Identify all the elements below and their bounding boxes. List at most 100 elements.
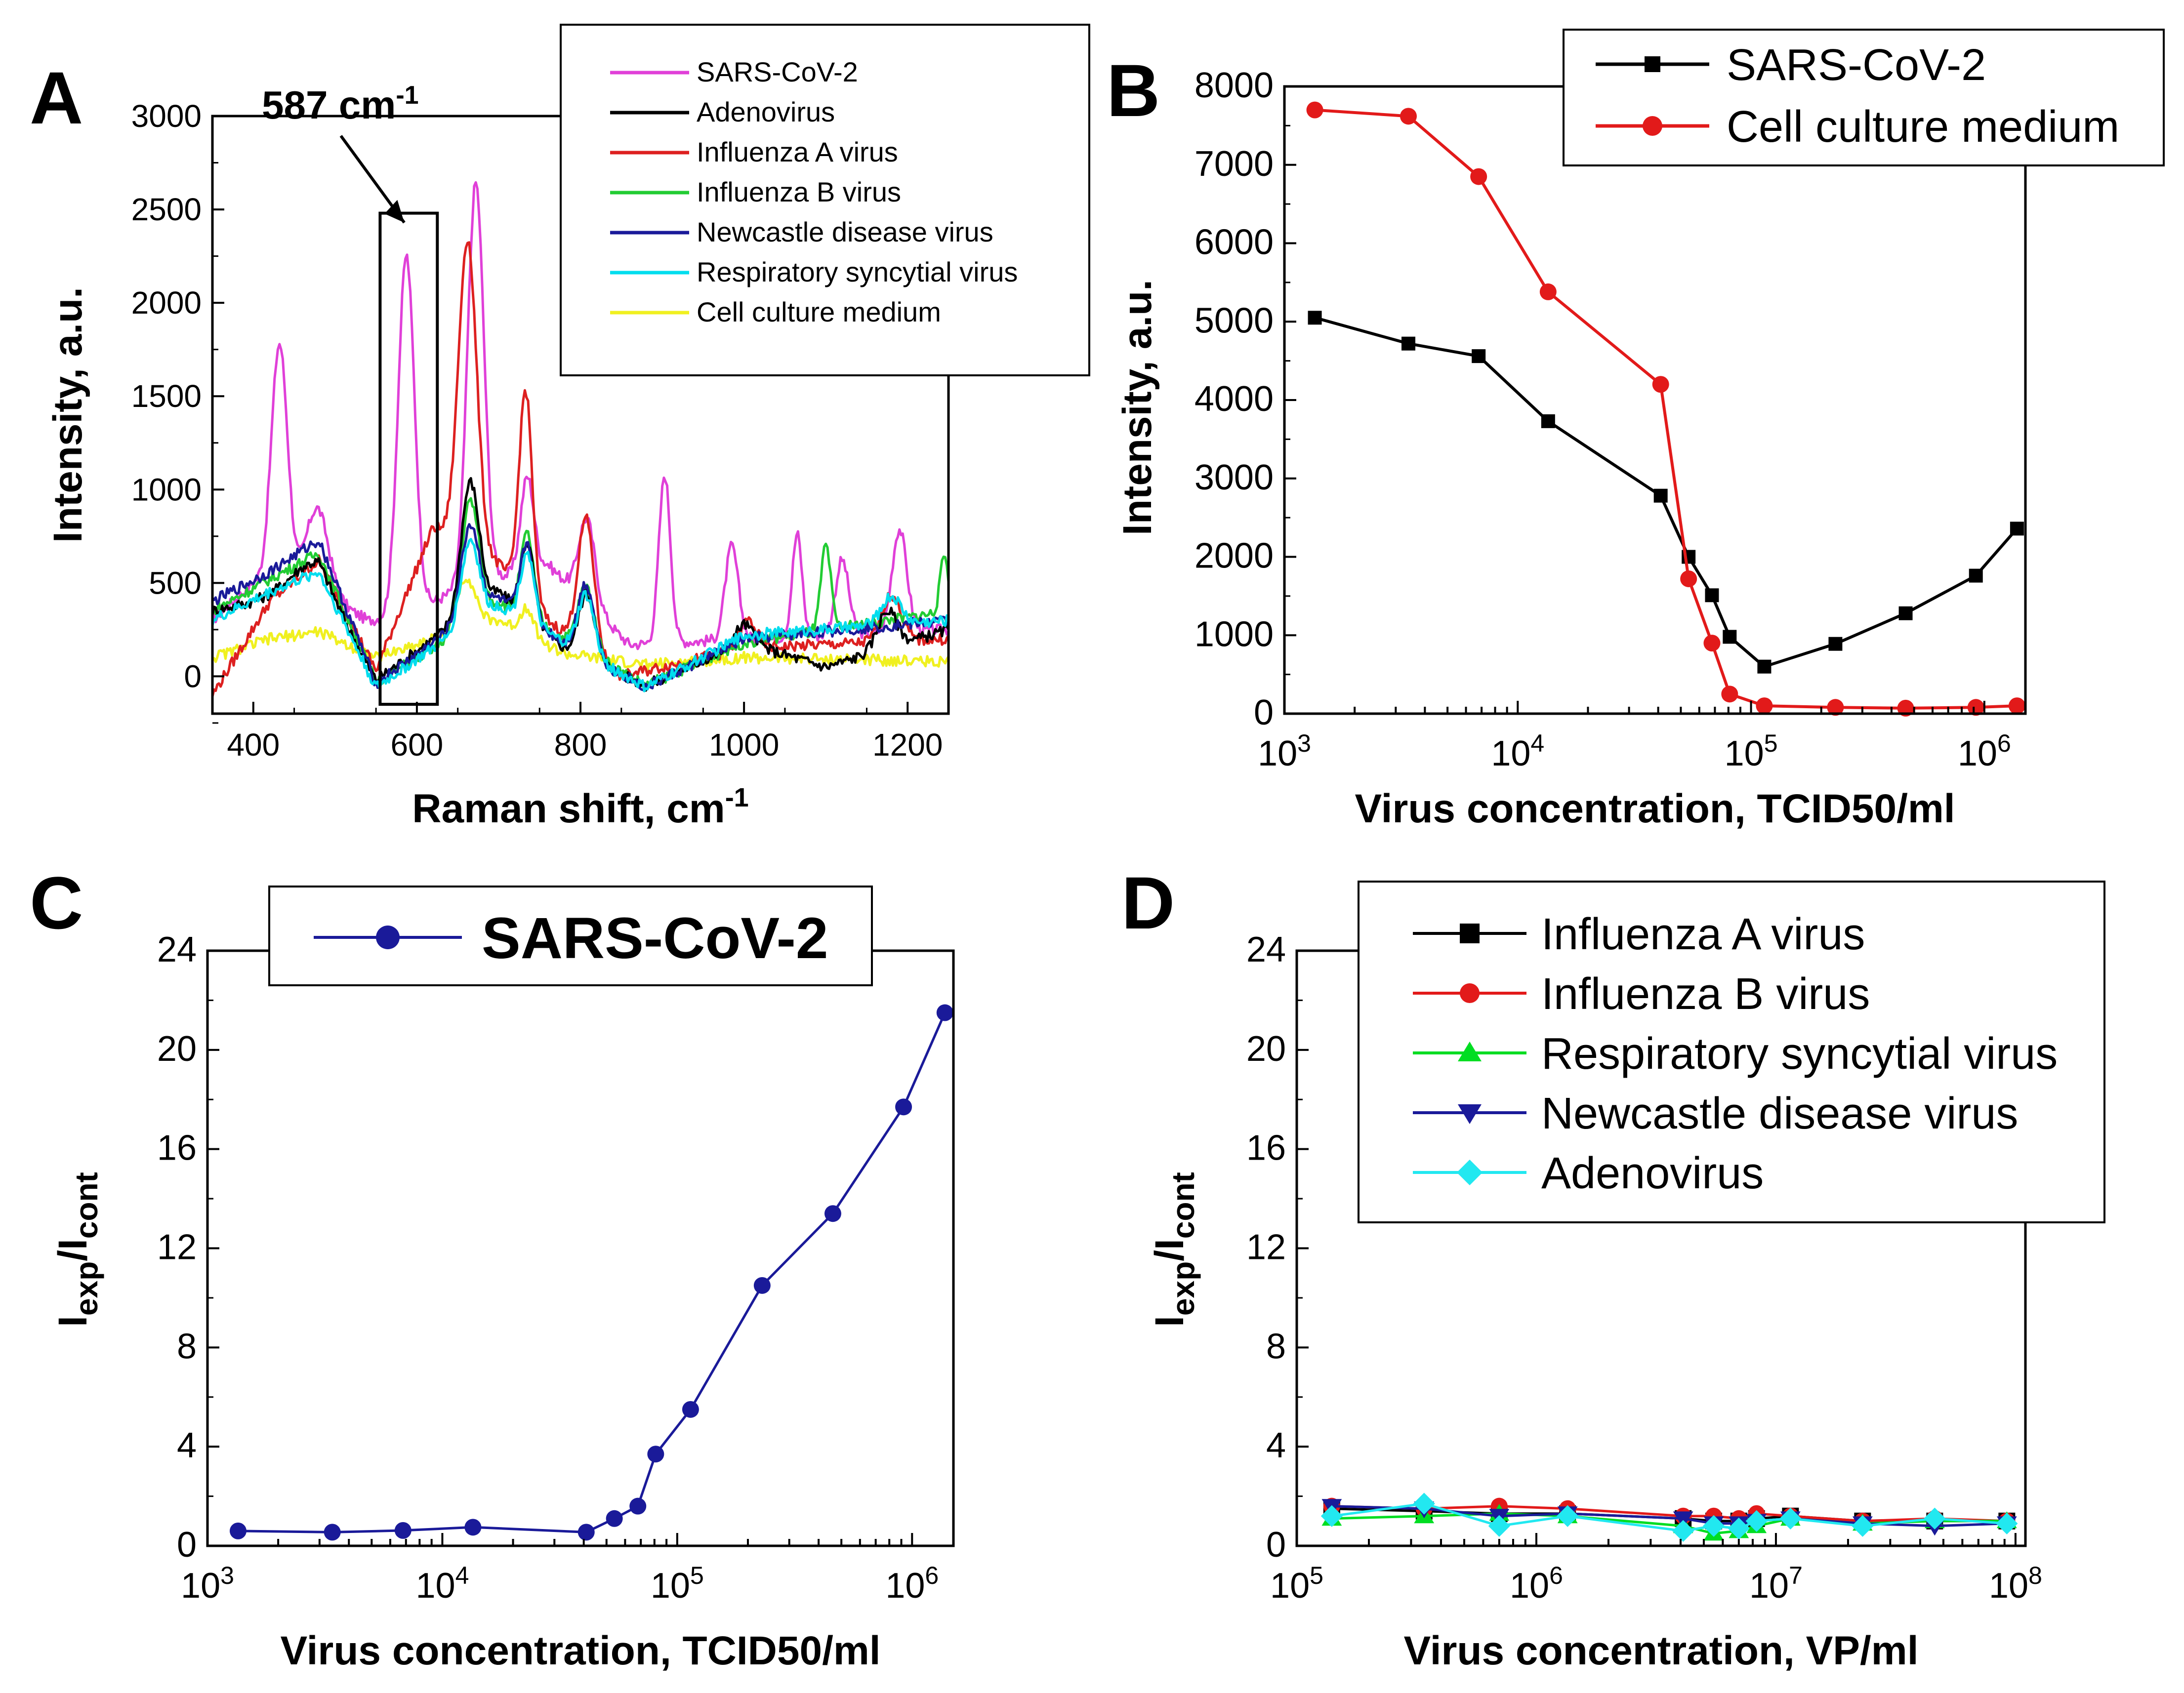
- panel-label: D: [1121, 861, 1175, 944]
- data-point: [1705, 588, 1719, 603]
- panel-a: A 587 cm-1 400 600 800 1000 1200 0 500 1000 1500 20…: [30, 24, 1090, 831]
- annotation-label: 587 cm-1: [262, 81, 419, 127]
- legend: SARS-CoV-2: [268, 886, 873, 986]
- x-tick-label: 103: [1258, 729, 1311, 773]
- legend-marker: [1460, 924, 1480, 943]
- legend-label: Respiratory syncytial virus: [1541, 1029, 2058, 1079]
- x-tick-label: 600: [390, 727, 443, 763]
- data-point: [629, 1497, 647, 1515]
- panel-label: C: [30, 861, 83, 944]
- y-tick-label: 7000: [1195, 144, 1274, 184]
- x-axis-label: Virus concentration, TCID50/ml: [1355, 786, 1955, 831]
- y-tick-label: 16: [157, 1129, 197, 1168]
- y-tick-label: 20: [157, 1029, 197, 1069]
- annotation-arrowhead: [384, 200, 405, 223]
- y-axis-label: Iexp/Icont: [50, 1172, 104, 1327]
- x-axis-label: Virus concentration, VP/ml: [1404, 1628, 1919, 1673]
- y-tick-label: 12: [157, 1228, 197, 1267]
- y-tick-label: 20: [1246, 1029, 1286, 1069]
- legend-marker: [1643, 116, 1662, 136]
- x-tick-label: 105: [1270, 1562, 1323, 1606]
- data-point: [1721, 685, 1738, 703]
- series-group: [212, 181, 948, 697]
- y-axis-label: Iexp/Icont: [1147, 1172, 1201, 1327]
- y-tick-label: 8: [177, 1327, 197, 1366]
- panel-label: A: [30, 56, 83, 139]
- panel-label: B: [1107, 49, 1160, 132]
- y-tick-label: 4: [177, 1426, 197, 1465]
- spectrum-line: [212, 538, 948, 692]
- data-point: [1653, 488, 1668, 503]
- data-point: [606, 1510, 623, 1527]
- y-tick-label: 6000: [1195, 223, 1274, 262]
- data-point: [1852, 1515, 1874, 1537]
- legend: SARS-CoV-2 Adenovirus Influenza A virus Inf…: [560, 24, 1090, 376]
- x-tick-label: 104: [415, 1562, 469, 1606]
- y-tick-label: 24: [157, 930, 197, 969]
- data-point: [1413, 1492, 1435, 1515]
- x-tick-label: 105: [651, 1562, 704, 1606]
- y-tick-label: 0: [1266, 1525, 1286, 1565]
- data-point: [1756, 697, 1773, 715]
- data-point: [1673, 1511, 1693, 1529]
- legend-label: Cell culture medium: [1727, 102, 2119, 152]
- y-tick-label: 0: [1254, 693, 1274, 732]
- data-point: [1400, 108, 1417, 125]
- data-point: [895, 1098, 912, 1116]
- x-axis-label: Raman shift, cm-1: [412, 783, 748, 831]
- legend-label: Adenovirus: [1541, 1149, 1764, 1198]
- x-tick-label: 105: [1725, 729, 1778, 773]
- y-tick-label: 1500: [131, 378, 202, 414]
- plot-frame: [1283, 85, 2027, 715]
- legend: SARS-CoV-2 Cell culture medium: [1563, 29, 2165, 166]
- y-tick-label: 2500: [131, 192, 202, 227]
- data-point: [1488, 1515, 1510, 1537]
- y-axis-label: Intensity, a.u.: [1115, 280, 1160, 535]
- y-tick-label: 2000: [1195, 536, 1274, 576]
- y-tick-label: 2000: [131, 285, 202, 321]
- spectrum-line: [212, 578, 948, 672]
- y-tick-label: 24: [1246, 930, 1286, 969]
- legend-box: [1563, 29, 2165, 166]
- data-point: [1672, 1520, 1694, 1542]
- y-axis-label: Intensity, a.u.: [45, 287, 90, 543]
- legend-box: [560, 24, 1090, 376]
- data-point: [1401, 336, 1416, 351]
- series-line: [1331, 1505, 2007, 1523]
- data-point: [324, 1524, 341, 1541]
- y-tick-label: 1000: [131, 472, 202, 507]
- plot-frame: [206, 949, 955, 1547]
- y-tick-label: 4000: [1195, 379, 1274, 419]
- legend-label: SARS-CoV-2: [697, 56, 858, 87]
- y-tick-label: 4: [1266, 1426, 1286, 1465]
- data-point: [1320, 1505, 1343, 1527]
- legend: Influenza A virus Influenza B virus Respir…: [1358, 881, 2105, 1223]
- highlight-box: [378, 211, 439, 706]
- data-point: [2008, 697, 2025, 715]
- y-tick-label: 500: [149, 565, 202, 601]
- data-point: [1924, 1507, 1946, 1530]
- data-point: [1828, 637, 1843, 651]
- series-line: [1331, 1512, 2007, 1535]
- legend-label: Influenza B virus: [697, 176, 901, 207]
- y-tick-label: 3000: [131, 98, 202, 134]
- data-point: [1306, 101, 1323, 119]
- data-point: [1541, 414, 1555, 428]
- data-point: [1472, 349, 1486, 363]
- x-tick-label: 106: [885, 1562, 939, 1606]
- x-tick-label: 400: [227, 727, 280, 763]
- data-point: [682, 1401, 699, 1418]
- legend-marker: [1460, 983, 1480, 1003]
- data-point: [1703, 635, 1721, 652]
- legend-marker: [376, 926, 400, 949]
- x-tick-label: 1000: [709, 727, 779, 763]
- legend-label: Influenza B virus: [1541, 969, 1870, 1019]
- data-point: [464, 1519, 482, 1536]
- legend-label: Newcastle disease virus: [1541, 1089, 2018, 1138]
- data-point: [1557, 1505, 1579, 1527]
- x-tick-label: 106: [1510, 1562, 1563, 1606]
- y-tick-label: 1000: [1195, 614, 1274, 654]
- legend-label: Newcastle disease virus: [697, 216, 993, 247]
- data-point: [1757, 659, 1772, 674]
